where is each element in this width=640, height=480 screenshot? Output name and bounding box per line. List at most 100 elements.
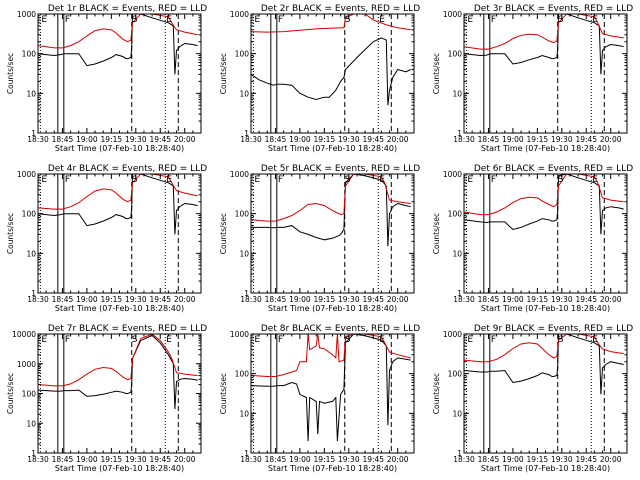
y-axis-label: Counts/sec — [6, 53, 15, 94]
x-tick-label: 20:00 — [600, 135, 622, 144]
y-tick-label: 100 — [448, 50, 463, 59]
x-tick-label: 19:45 — [149, 455, 171, 464]
x-axis: 18:30 18:45 19:00 19:15 19:30 19:45 20:00 — [240, 334, 409, 464]
marker-label: E — [254, 15, 260, 25]
x-tick-label: 19:00 — [76, 295, 98, 304]
marker-label: S — [558, 335, 564, 345]
x-axis-label: Start Time (07-Feb-10 18:28:40) — [55, 304, 184, 313]
marker-lines — [465, 174, 605, 293]
marker-label: E — [166, 335, 172, 345]
x-tick-label: 18:30 — [453, 455, 475, 464]
x-tick-label: 19:15 — [314, 135, 336, 144]
y-tick-label: 10 — [452, 89, 462, 98]
x-tick-label: 18:45 — [52, 135, 74, 144]
y-axis-label: Counts/sec — [432, 213, 441, 254]
y-tick-label: 10 — [452, 249, 462, 258]
lld-series-line — [464, 334, 624, 363]
y-tick-label: 100 — [22, 390, 37, 399]
x-tick-label: 20:00 — [387, 295, 409, 304]
x-axis-label: Start Time (07-Feb-10 18:28:40) — [55, 144, 184, 153]
chart-title: Det 4r BLACK = Events, RED = LLD — [48, 164, 207, 174]
y-tick-label: 1 — [31, 289, 36, 298]
marker-label: E — [166, 15, 172, 25]
marker-label: F — [278, 175, 283, 185]
marker-label: E — [467, 175, 473, 185]
marker-label: S — [345, 335, 351, 345]
marker-lines — [39, 334, 179, 453]
marker-label: E — [41, 335, 47, 345]
y-tick-label: 10 — [26, 419, 36, 428]
y-axis: 1 10 100 1000 10000 — [12, 330, 201, 458]
marker-label: E — [592, 175, 598, 185]
marker-lines — [465, 334, 605, 453]
y-tick-label: 10 — [239, 409, 249, 418]
x-tick-label: 18:45 — [52, 295, 74, 304]
x-tick-label: 19:15 — [527, 455, 549, 464]
x-tick-label: 20:00 — [174, 135, 196, 144]
x-tick-label: 19:45 — [362, 135, 384, 144]
y-tick-label: 100 — [448, 370, 463, 379]
x-axis-label: Start Time (07-Feb-10 18:28:40) — [481, 144, 610, 153]
lld-series-line — [464, 14, 624, 50]
marker-lines — [252, 334, 392, 453]
x-axis-label: Start Time (07-Feb-10 18:28:40) — [268, 304, 397, 313]
events-series-line — [38, 14, 198, 75]
marker-label: F — [65, 335, 70, 345]
y-tick-label: 100 — [448, 210, 463, 219]
y-axis: 1 10 100 1000 — [230, 170, 414, 298]
y-tick-label: 100 — [22, 50, 37, 59]
x-tick-label: 19:00 — [502, 135, 524, 144]
y-axis-label: Counts/sec — [6, 213, 15, 254]
y-tick-label: 100 — [22, 210, 37, 219]
lld-series-line — [38, 334, 198, 387]
y-tick-label: 10 — [239, 249, 249, 258]
marker-label: S — [345, 15, 351, 25]
chart-title: Det 7r BLACK = Events, RED = LLD — [48, 324, 207, 334]
y-tick-label: 1000 — [230, 330, 249, 339]
x-tick-label: 19:30 — [551, 455, 573, 464]
marker-label: E — [254, 175, 260, 185]
x-tick-label: 19:45 — [362, 455, 384, 464]
events-series-line — [38, 174, 198, 235]
marker-label: E — [41, 15, 47, 25]
x-tick-label: 19:45 — [575, 135, 597, 144]
marker-lines — [39, 174, 179, 293]
y-tick-label: 10 — [26, 89, 36, 98]
chart-title: Det 3r BLACK = Events, RED = LLD — [474, 4, 633, 14]
plot-frame — [37, 173, 202, 294]
y-tick-label: 100 — [235, 50, 250, 59]
y-tick-label: 1 — [31, 129, 36, 138]
y-tick-label: 1 — [244, 129, 249, 138]
lld-series-line — [38, 14, 198, 49]
events-series-line — [251, 334, 411, 442]
y-tick-label: 1 — [457, 129, 462, 138]
x-axis: 18:30 18:45 19:00 19:15 19:30 19:45 20:00 — [453, 14, 622, 144]
x-tick-label: 19:15 — [101, 135, 123, 144]
x-tick-label: 19:30 — [125, 295, 147, 304]
x-tick-label: 20:00 — [387, 135, 409, 144]
x-tick-label: 19:00 — [502, 455, 524, 464]
x-tick-label: 19:30 — [551, 135, 573, 144]
y-axis: 1 10 100 1000 — [17, 10, 201, 138]
x-tick-label: 19:30 — [125, 135, 147, 144]
x-axis-label: Start Time (07-Feb-10 18:28:40) — [268, 464, 397, 473]
plot-frame — [463, 13, 628, 134]
x-tick-label: 20:00 — [174, 455, 196, 464]
y-tick-label: 1 — [244, 289, 249, 298]
x-tick-label: 20:00 — [387, 455, 409, 464]
x-tick-label: 19:00 — [289, 455, 311, 464]
y-axis: 1 10 100 1000 — [443, 170, 627, 298]
x-tick-label: 19:45 — [362, 295, 384, 304]
x-tick-label: 19:45 — [149, 135, 171, 144]
y-axis: 1 10 100 1000 — [230, 10, 414, 138]
events-series-line — [38, 334, 198, 410]
y-tick-label: 1000 — [230, 10, 249, 19]
y-axis: 1 10 100 1000 — [230, 330, 414, 458]
chart-title: Det 9r BLACK = Events, RED = LLD — [474, 324, 633, 334]
y-axis-label: Counts/sec — [432, 373, 441, 414]
